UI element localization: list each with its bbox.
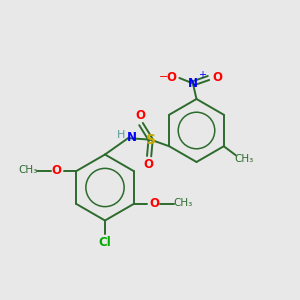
Text: H: H	[116, 130, 125, 140]
Text: −: −	[159, 72, 169, 82]
Text: O: O	[143, 158, 154, 171]
Text: CH₃: CH₃	[19, 165, 38, 176]
Text: O: O	[166, 71, 176, 84]
Text: CH₃: CH₃	[173, 198, 193, 208]
Text: N: N	[127, 131, 137, 144]
Text: O: O	[51, 164, 61, 177]
Text: CH₃: CH₃	[235, 154, 254, 164]
Text: Cl: Cl	[99, 236, 111, 249]
Text: O: O	[135, 109, 146, 122]
Text: S: S	[146, 133, 156, 147]
Text: O: O	[212, 71, 222, 84]
Text: N: N	[188, 77, 198, 90]
Text: +: +	[198, 70, 206, 80]
Text: O: O	[150, 197, 160, 210]
